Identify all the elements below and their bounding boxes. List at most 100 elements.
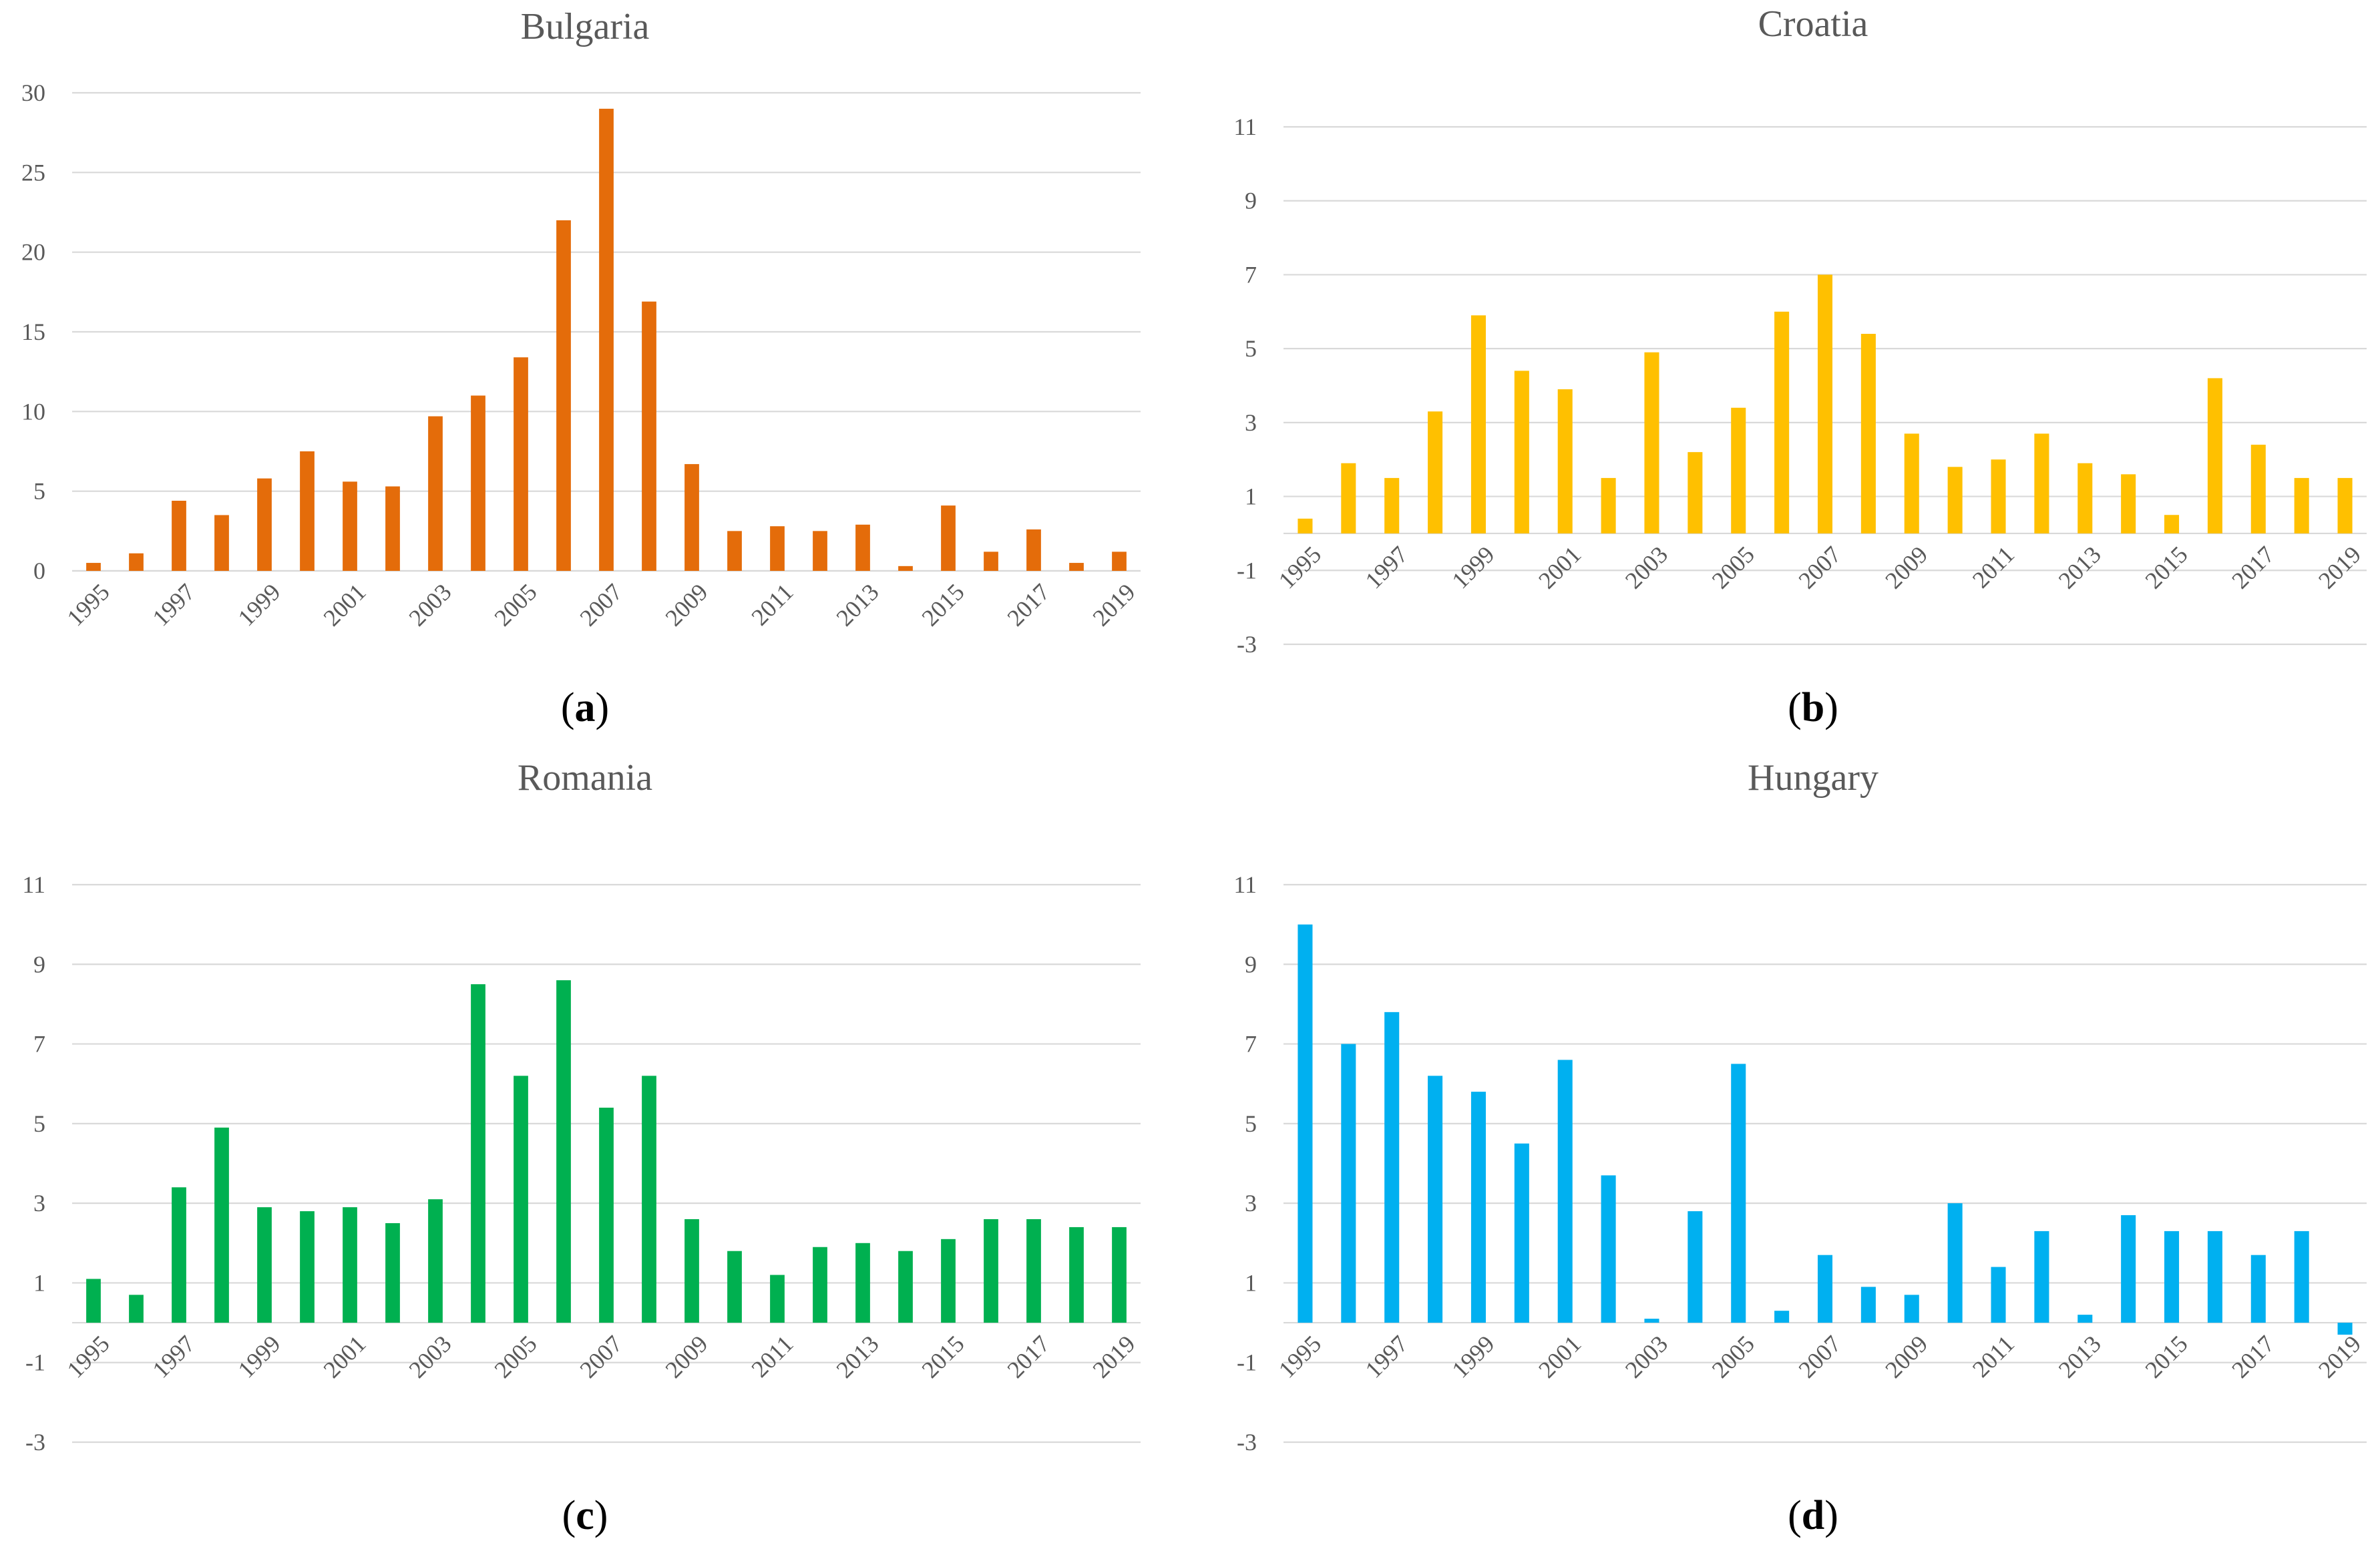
x-tick-label: 2007 — [1793, 1330, 1846, 1383]
bar-1997 — [1384, 477, 1400, 533]
x-tick-label: 2001 — [318, 1330, 371, 1383]
x-tick-label: 2017 — [2226, 1330, 2279, 1383]
bar-2006 — [1774, 311, 1790, 533]
x-tick-label: 2003 — [1620, 1330, 1673, 1383]
y-tick-label: 1 — [33, 1269, 45, 1296]
bar-2004 — [1688, 1211, 1703, 1323]
bar-2005 — [514, 1076, 528, 1323]
bar-2007 — [1817, 1255, 1833, 1323]
bar-2014 — [2121, 1215, 2136, 1323]
bar-2016 — [984, 1219, 998, 1323]
bar-1995 — [1298, 518, 1313, 533]
bar-2009 — [684, 1219, 699, 1323]
y-tick-label: -1 — [25, 1349, 45, 1376]
x-tick-label: 2013 — [831, 1330, 883, 1383]
x-tick-label: 1999 — [232, 1330, 285, 1383]
x-tick-label: 2015 — [2140, 1330, 2193, 1383]
bar-2003 — [1644, 352, 1659, 533]
y-tick-label: 3 — [1245, 1190, 1257, 1216]
x-tick-label: 1997 — [1360, 1330, 1413, 1383]
y-tick-label: 5 — [33, 478, 45, 505]
x-tick-label: 2009 — [1880, 541, 1933, 594]
x-tick-label: 1995 — [1273, 541, 1326, 594]
bar-2005 — [1731, 407, 1746, 533]
x-tick-label: 2013 — [2053, 1330, 2106, 1383]
y-tick-label: 5 — [1245, 335, 1257, 362]
bar-2004 — [471, 984, 485, 1323]
x-tick-label: 2003 — [403, 578, 456, 631]
bar-2007 — [599, 1108, 614, 1323]
y-tick-label: 1 — [1245, 1269, 1257, 1296]
x-tick-label: 2007 — [1793, 541, 1846, 594]
x-tick-label: 2005 — [489, 1330, 542, 1383]
y-tick-label: 7 — [1245, 1031, 1257, 1058]
x-tick-label: 2019 — [2313, 1330, 2366, 1383]
x-tick-label: 2001 — [318, 578, 371, 631]
bar-2007 — [599, 108, 614, 571]
bar-1995 — [86, 563, 101, 571]
y-tick-label: 5 — [33, 1110, 45, 1137]
bar-2016 — [2207, 378, 2222, 533]
bar-2015 — [941, 505, 956, 571]
bar-2004 — [1688, 452, 1703, 533]
bar-2002 — [385, 1223, 400, 1323]
chart-hungary: Hungary -3 -1 1 3 5 7 9 11 1995 1997 1999 2001 2003 20… — [1233, 757, 2367, 1538]
y-tick-label: -1 — [1237, 1349, 1257, 1376]
bar-1998 — [214, 515, 229, 571]
bar-2008 — [642, 301, 656, 571]
bar-2009 — [1904, 1295, 1919, 1323]
x-tick-label: 1997 — [147, 1330, 200, 1383]
x-tick-label: 2001 — [1533, 541, 1586, 594]
bar-1999 — [257, 1207, 272, 1323]
bar-2011 — [1991, 1267, 2006, 1323]
chart-title: Croatia — [1758, 3, 1868, 45]
bar-2017 — [2250, 445, 2266, 533]
bar-2019 — [2337, 477, 2353, 533]
bar-2017 — [2250, 1255, 2266, 1323]
x-tick-label: 2013 — [831, 578, 883, 631]
bar-2002 — [1601, 477, 1616, 533]
x-tick-label: 2017 — [2226, 541, 2279, 594]
x-tick-label: 2011 — [1967, 1330, 2019, 1382]
chart-title: Romania — [518, 757, 652, 799]
x-tick-label: 2011 — [746, 1330, 798, 1382]
x-tick-label: 2013 — [2053, 541, 2106, 594]
y-tick-label: -1 — [1237, 557, 1257, 584]
x-tick-label: 2001 — [1533, 1330, 1586, 1383]
chart-bulgaria: Bulgaria 0 5 10 15 20 25 30 1995 1997 1999 2001 2003… — [21, 6, 1141, 730]
x-tick-label: 2005 — [489, 578, 542, 631]
y-tick-label: 0 — [33, 558, 45, 584]
y-tick-label: 5 — [1245, 1110, 1257, 1137]
bar-2018 — [2294, 477, 2309, 533]
x-tick-label: 1999 — [232, 578, 285, 631]
x-tick-label: 2009 — [1880, 1330, 1933, 1383]
x-tick-label: 2019 — [2313, 541, 2366, 594]
bar-2005 — [1731, 1064, 1746, 1323]
bar-2014 — [2121, 474, 2136, 533]
bar-2010 — [727, 1251, 742, 1323]
y-tick-label: 7 — [1245, 261, 1257, 288]
y-tick-label: 9 — [1245, 188, 1257, 214]
x-tick-label: 2019 — [1087, 578, 1140, 631]
x-tick-label: 2003 — [1620, 541, 1673, 594]
bar-2010 — [1947, 467, 1963, 533]
bar-2019 — [2337, 1323, 2353, 1335]
chart-croatia: Croatia -3 -1 1 3 5 7 9 11 1995 1997 1999 2001 2003 20… — [1233, 3, 2367, 730]
chart-title: Bulgaria — [521, 6, 650, 47]
y-tick-label: 15 — [21, 318, 45, 345]
y-tick-label: 30 — [21, 79, 45, 106]
bar-2011 — [1991, 459, 2006, 533]
bar-2012 — [2034, 1231, 2049, 1323]
y-tick-label: 3 — [1245, 409, 1257, 436]
bar-2002 — [1601, 1175, 1616, 1323]
y-tick-label: 1 — [1245, 483, 1257, 510]
bar-1996 — [129, 553, 144, 571]
bar-1996 — [1341, 1044, 1356, 1323]
bar-2001 — [1557, 389, 1573, 533]
x-tick-label: 2007 — [574, 1330, 627, 1383]
y-tick-label: 11 — [1233, 114, 1257, 140]
x-tick-label: 1995 — [1273, 1330, 1326, 1383]
bar-2007 — [1817, 274, 1833, 533]
bar-2016 — [984, 551, 998, 571]
